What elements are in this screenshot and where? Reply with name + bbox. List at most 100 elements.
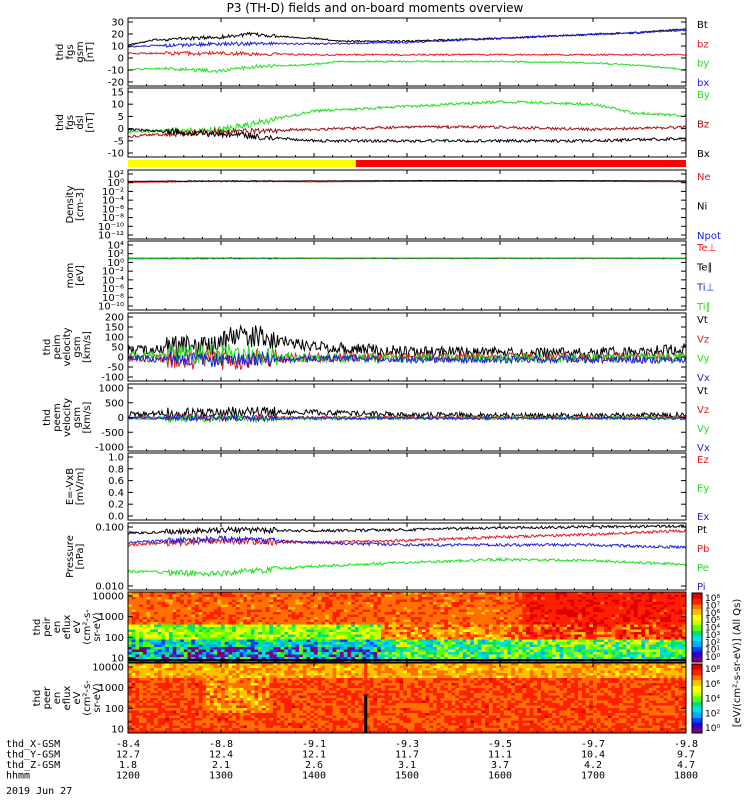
peir_spectrogram-cell	[321, 594, 326, 598]
peir_spectrogram-cell	[299, 602, 304, 605]
peir_spectrogram-cell	[287, 602, 293, 605]
peir_spectrogram-cell	[414, 634, 419, 638]
peir_spectrogram-cell	[217, 629, 222, 633]
peir_spectrogram-cell	[172, 637, 177, 640]
peir_spectrogram-cell	[659, 614, 665, 618]
peir_spectrogram-cell	[388, 597, 393, 600]
peer_spectrogram-cell	[131, 693, 136, 696]
peir_spectrogram-cell	[354, 619, 360, 623]
peir_spectrogram-cell	[254, 627, 259, 630]
peir_spectrogram-cell	[470, 649, 475, 653]
peir_spectrogram-cell	[269, 602, 274, 605]
peir_spectrogram-cell	[589, 642, 594, 645]
peir_spectrogram-cell	[131, 609, 136, 613]
peir_spectrogram-cell	[659, 647, 665, 650]
peir_spectrogram-cell	[663, 629, 668, 633]
peir_spectrogram-cell	[537, 592, 542, 595]
peir_spectrogram-cell	[317, 609, 322, 613]
peir_spectrogram-cell	[150, 657, 155, 660]
peer_spectrogram-cell	[128, 693, 133, 696]
peir_spectrogram-cell	[358, 642, 363, 645]
peir_spectrogram-cell	[615, 614, 620, 618]
peir_spectrogram-cell	[451, 612, 456, 615]
peir_spectrogram-cell	[135, 609, 140, 613]
peir_spectrogram-cell	[362, 649, 367, 653]
peir_spectrogram-cell	[563, 637, 568, 640]
peir_spectrogram-cell	[537, 624, 542, 628]
peir_spectrogram-cell	[659, 649, 665, 653]
peir_spectrogram-cell	[570, 599, 575, 603]
peir_spectrogram-cell	[429, 612, 434, 615]
peir_spectrogram-cell	[332, 629, 337, 633]
peir_spectrogram-cell	[418, 597, 423, 600]
peir_spectrogram-cell	[529, 599, 534, 603]
peir_spectrogram-cell	[418, 624, 423, 628]
peir_spectrogram-cell	[537, 607, 542, 610]
peir_spectrogram-cell	[436, 632, 441, 635]
peir_spectrogram-cell	[496, 647, 501, 650]
peir_spectrogram-cell	[466, 652, 471, 655]
peir_spectrogram-cell	[295, 622, 300, 625]
peir_spectrogram-cell	[336, 607, 341, 610]
peir_spectrogram-cell	[663, 619, 668, 623]
peir_spectrogram-cell	[552, 629, 557, 633]
peir_spectrogram-cell	[596, 632, 601, 635]
peer_spectrogram-cell	[131, 698, 136, 701]
peir_spectrogram-cell	[682, 654, 687, 658]
peir_spectrogram-cell	[291, 614, 296, 618]
peir_spectrogram-cell	[239, 632, 244, 635]
peir_spectrogram-cell	[306, 604, 311, 608]
peir_spectrogram-cell	[280, 602, 285, 605]
peer_spectrogram-cell	[139, 728, 144, 731]
peir_spectrogram-cell	[209, 624, 214, 628]
peir_spectrogram-cell	[593, 657, 598, 660]
peir_spectrogram-cell	[574, 602, 579, 605]
peir_spectrogram-cell	[328, 597, 333, 600]
peir_spectrogram-cell	[139, 657, 144, 660]
peir_spectrogram-cell	[351, 609, 356, 613]
peir_spectrogram-cell	[221, 644, 226, 648]
peir_spectrogram-cell	[641, 624, 646, 628]
peir_spectrogram-cell	[511, 604, 516, 608]
peir_spectrogram-cell	[351, 647, 356, 650]
peir_spectrogram-cell	[336, 609, 341, 613]
peir_spectrogram-cell	[485, 634, 490, 638]
peir_spectrogram-cell	[228, 654, 233, 658]
peir_spectrogram-cell	[559, 594, 564, 598]
peir_spectrogram-cell	[429, 634, 434, 638]
peir_spectrogram-cell	[492, 614, 497, 618]
peir_spectrogram-cell	[559, 629, 564, 633]
peir_spectrogram-cell	[213, 619, 218, 623]
peir_spectrogram-cell	[626, 619, 631, 623]
peir_spectrogram-cell	[261, 622, 267, 625]
peir_spectrogram-cell	[410, 604, 415, 608]
peir_spectrogram-cell	[663, 604, 668, 608]
peir_spectrogram-cell	[369, 599, 374, 603]
peir_spectrogram-cell	[403, 634, 408, 638]
peir_spectrogram-cell	[254, 609, 259, 613]
peir_spectrogram-cell	[213, 599, 218, 603]
peir_spectrogram-cell	[425, 647, 430, 650]
peir_spectrogram-cell	[295, 617, 300, 620]
peir_spectrogram-cell	[637, 632, 642, 635]
e_field-legend-Ex: Ex	[697, 512, 709, 523]
peir_spectrogram-cell	[682, 647, 687, 650]
peir_spectrogram-cell	[407, 632, 412, 635]
pressure-ytick-label: 0.010	[95, 582, 124, 593]
peir_spectrogram-cell	[563, 627, 568, 630]
peir_spectrogram-cell	[552, 617, 557, 620]
peir_spectrogram-cell	[154, 594, 159, 598]
peir_spectrogram-cell	[425, 612, 430, 615]
peir_spectrogram-cell	[492, 644, 497, 648]
peir_spectrogram-cell	[593, 592, 598, 595]
peir_spectrogram-cell	[600, 619, 605, 623]
peir_spectrogram-cell	[209, 654, 214, 658]
peir_spectrogram-cell	[678, 614, 683, 618]
peir_spectrogram-cell	[659, 632, 665, 635]
peir_spectrogram-cell	[570, 639, 575, 643]
peir_spectrogram-cell	[671, 617, 676, 620]
peir_spectrogram-cell	[600, 632, 605, 635]
peir_spectrogram-cell	[198, 649, 203, 653]
peir_spectrogram-cell	[526, 607, 531, 610]
peim_velocity-ylabel: gsm	[72, 336, 83, 357]
